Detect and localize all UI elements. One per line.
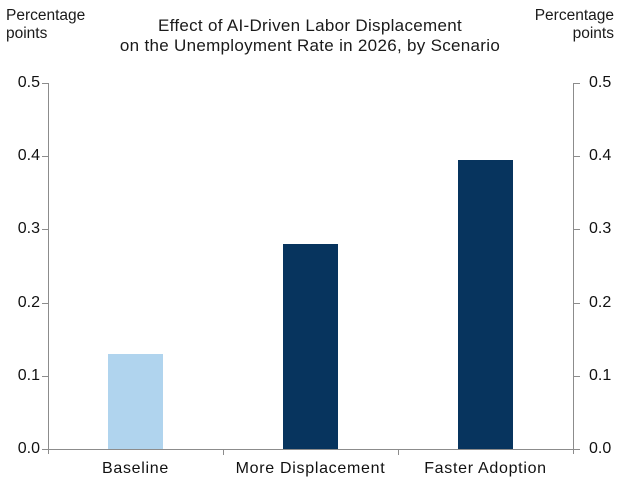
y-tick-left-0.2 bbox=[42, 303, 48, 304]
y-tick-right-0.4 bbox=[574, 156, 580, 157]
y-tick-right-0.3 bbox=[574, 229, 580, 230]
y-tick-right-0.5 bbox=[574, 83, 580, 84]
y-tick-left-0.3 bbox=[42, 229, 48, 230]
y-tick-left-0.1 bbox=[42, 376, 48, 377]
chart-title: Effect of AI-Driven Labor Displacement o… bbox=[60, 16, 560, 56]
left-axis-unit-line1: Percentage bbox=[6, 7, 86, 24]
y-tick-label-left-0.4: 0.4 bbox=[17, 147, 40, 164]
y-tick-label-right-0.3: 0.3 bbox=[589, 220, 612, 237]
y-tick-left-0.4 bbox=[42, 156, 48, 157]
y-tick-label-right-0.0: 0.0 bbox=[589, 440, 612, 457]
y-tick-right-0.1 bbox=[574, 376, 580, 377]
y-tick-label-left-0.2: 0.2 bbox=[17, 294, 40, 311]
y-tick-label-right-0.4: 0.4 bbox=[589, 147, 612, 164]
x-axis-boundary-tick-1 bbox=[223, 450, 224, 455]
x-axis-line bbox=[42, 449, 580, 450]
right-y-axis-line bbox=[573, 83, 574, 454]
y-tick-label-right-0.1: 0.1 bbox=[589, 367, 612, 384]
left-axis-unit-label: Percentage points bbox=[6, 7, 85, 43]
y-tick-label-right-0.5: 0.5 bbox=[589, 74, 612, 91]
left-y-axis-line bbox=[48, 83, 49, 454]
y-tick-left-0.0 bbox=[42, 449, 48, 450]
bar-baseline bbox=[108, 353, 163, 449]
x-axis-label-faster-adoption: Faster Adoption bbox=[424, 460, 547, 477]
x-axis-boundary-tick-2 bbox=[398, 450, 399, 455]
y-tick-label-left-0.3: 0.3 bbox=[17, 220, 40, 237]
y-tick-label-left-0.0: 0.0 bbox=[17, 440, 40, 457]
chart-title-line2: on the Unemployment Rate in 2026, by Sce… bbox=[119, 36, 501, 55]
y-tick-label-right-0.2: 0.2 bbox=[589, 294, 612, 311]
left-axis-unit-line2: points bbox=[6, 25, 48, 42]
y-tick-label-left-0.1: 0.1 bbox=[17, 367, 40, 384]
right-axis-unit-line1: Percentage bbox=[534, 7, 614, 24]
right-axis-unit-line2: points bbox=[572, 25, 614, 42]
y-tick-right-0.2 bbox=[574, 303, 580, 304]
y-tick-label-left-0.5: 0.5 bbox=[17, 74, 40, 91]
right-axis-unit-label: Percentage points bbox=[535, 7, 614, 43]
x-axis-label-baseline: Baseline bbox=[102, 460, 169, 477]
bar-faster-adoption bbox=[458, 159, 513, 449]
y-tick-left-0.5 bbox=[42, 83, 48, 84]
y-tick-right-0.0 bbox=[574, 449, 580, 450]
bar-more-displacement bbox=[283, 244, 338, 449]
x-axis-label-more-displacement: More Displacement bbox=[235, 460, 386, 477]
chart-title-line1: Effect of AI-Driven Labor Displacement bbox=[157, 16, 462, 35]
